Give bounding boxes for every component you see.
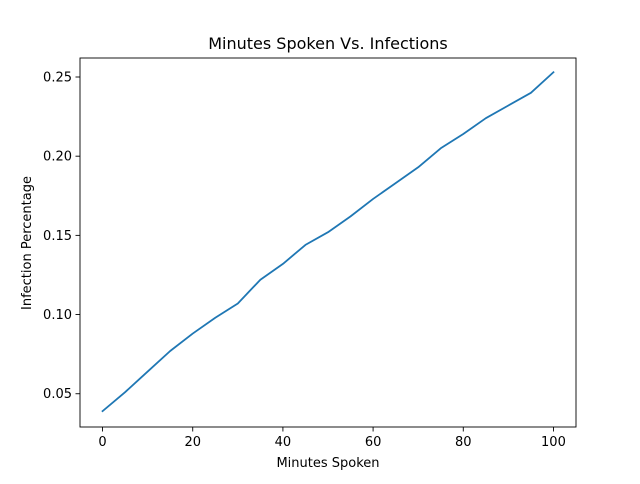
x-axis-label: Minutes Spoken: [276, 456, 379, 471]
y-tick-label: 0.25: [43, 71, 72, 86]
x-tick-label: 0: [98, 435, 106, 450]
x-tick-label: 80: [455, 435, 472, 450]
chart-title: Minutes Spoken Vs. Infections: [208, 34, 448, 53]
plot-area: 0 20 40 60 80 100 0.05 0.10 0.15 0.20 0.25: [43, 57, 577, 450]
x-tick-label: 40: [275, 435, 292, 450]
series-line-0: [101, 70, 555, 413]
y-tick-label: 0.20: [43, 150, 72, 165]
x-tick-label: 60: [365, 435, 382, 450]
y-tick-label: 0.05: [43, 387, 72, 402]
x-tick-label: 20: [184, 435, 201, 450]
y-axis-label: Infection Percentage: [20, 176, 35, 310]
axes-frame: [79, 57, 577, 428]
y-tick-label: 0.15: [43, 229, 72, 244]
y-tick-label: 0.10: [43, 308, 72, 323]
x-tick-label: 100: [541, 435, 566, 450]
